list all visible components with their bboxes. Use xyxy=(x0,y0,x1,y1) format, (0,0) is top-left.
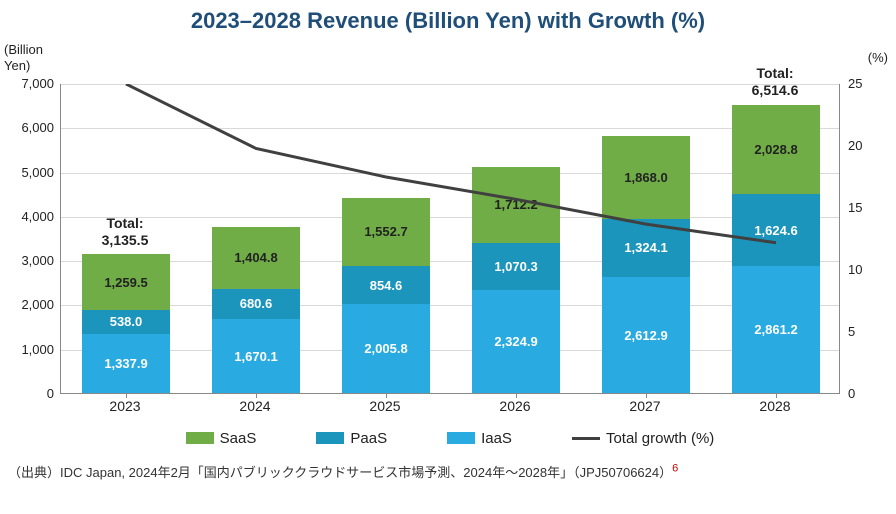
paas-swatch xyxy=(316,432,344,444)
bar-seg-saas: 1,259.5 xyxy=(82,254,170,310)
bar-seg-iaas: 1,337.9 xyxy=(82,334,170,393)
bar-seg-paas: 854.6 xyxy=(342,266,430,304)
legend-item-iaas: IaaS xyxy=(447,430,512,447)
bar-seg-label: 1,552.7 xyxy=(364,224,407,239)
bar-seg-label: 1,259.5 xyxy=(104,275,147,290)
legend: SaaS PaaS IaaS Total growth (%) xyxy=(60,424,840,452)
legend-label-paas: PaaS xyxy=(350,430,387,447)
bar-seg-paas: 1,624.6 xyxy=(732,194,820,266)
bar-seg-saas: 2,028.8 xyxy=(732,105,820,195)
gridline xyxy=(61,217,839,218)
y-right-axis-label: (%) xyxy=(868,50,888,65)
gridline xyxy=(61,128,839,129)
gridline xyxy=(61,261,839,262)
legend-item-saas: SaaS xyxy=(186,430,257,447)
y-right-tick: 20 xyxy=(848,138,882,153)
gridline xyxy=(61,305,839,306)
y-left-tick: 5,000 xyxy=(10,165,54,180)
bar-seg-saas: 1,712.2 xyxy=(472,167,560,243)
bar-seg-paas: 1,324.1 xyxy=(602,219,690,278)
legend-label-line: Total growth (%) xyxy=(606,430,714,447)
bar-seg-label: 2,324.9 xyxy=(494,334,537,349)
x-tick: 2028 xyxy=(731,398,819,414)
legend-item-growth-line: Total growth (%) xyxy=(572,430,714,447)
bar-seg-label: 1,670.1 xyxy=(234,349,277,364)
bar-seg-label: 2,861.2 xyxy=(754,322,797,337)
y-left-tick: 7,000 xyxy=(10,76,54,91)
y-left-axis-label: (Billion Yen) xyxy=(4,42,43,73)
y-left-tick: 1,000 xyxy=(10,342,54,357)
line-swatch xyxy=(572,437,600,440)
bar-seg-paas: 538.0 xyxy=(82,310,170,334)
bar-seg-label: 1,624.6 xyxy=(754,223,797,238)
bar-seg-iaas: 2,861.2 xyxy=(732,266,820,393)
gridline xyxy=(61,84,839,85)
bar-seg-saas: 1,552.7 xyxy=(342,198,430,267)
bar-seg-iaas: 2,005.8 xyxy=(342,304,430,393)
bar-seg-label: 1,868.0 xyxy=(624,170,667,185)
x-tick: 2024 xyxy=(211,398,299,414)
legend-item-paas: PaaS xyxy=(316,430,387,447)
bar-seg-label: 680.6 xyxy=(240,296,273,311)
saas-swatch xyxy=(186,432,214,444)
gridline xyxy=(61,350,839,351)
y-left-tick: 0 xyxy=(10,386,54,401)
source-citation: （出典）IDC Japan, 2024年2月「国内パブリッククラウドサービス市場… xyxy=(8,462,678,481)
y-right-tick: 15 xyxy=(848,200,882,215)
growth-line-layer xyxy=(61,84,841,394)
y-right-tick: 10 xyxy=(848,262,882,277)
x-tick: 2023 xyxy=(81,398,169,414)
x-tick: 2025 xyxy=(341,398,429,414)
bar-seg-saas: 1,404.8 xyxy=(212,227,300,289)
x-tick: 2026 xyxy=(471,398,559,414)
chart-title: 2023–2028 Revenue (Billion Yen) with Gro… xyxy=(0,0,896,34)
y-right-tick: 0 xyxy=(848,386,882,401)
gridline xyxy=(61,173,839,174)
y-right-tick: 25 xyxy=(848,76,882,91)
footnote-marker: 6 xyxy=(672,463,678,475)
legend-label-iaas: IaaS xyxy=(481,430,512,447)
bar-seg-label: 2,028.8 xyxy=(754,142,797,157)
y-left-tick: 6,000 xyxy=(10,120,54,135)
bar-seg-label: 1,712.2 xyxy=(494,197,537,212)
bar-seg-label: 2,005.8 xyxy=(364,341,407,356)
bar-seg-paas: 1,070.3 xyxy=(472,243,560,290)
bar-seg-label: 1,337.9 xyxy=(104,356,147,371)
total-label: Total: 6,514.6 xyxy=(725,65,825,99)
bar-seg-label: 1,324.1 xyxy=(624,240,667,255)
y-left-tick: 4,000 xyxy=(10,209,54,224)
y-right-tick: 5 xyxy=(848,324,882,339)
bar-seg-iaas: 2,324.9 xyxy=(472,290,560,393)
bar-seg-label: 1,404.8 xyxy=(234,250,277,265)
bar-seg-saas: 1,868.0 xyxy=(602,136,690,219)
y-left-tick: 2,000 xyxy=(10,297,54,312)
legend-label-saas: SaaS xyxy=(220,430,257,447)
total-label: Total: 3,135.5 xyxy=(75,215,175,249)
bar-seg-label: 1,070.3 xyxy=(494,259,537,274)
x-tick: 2027 xyxy=(601,398,689,414)
plot-area: 1,337.9 538.0 1,259.5 1,670.1 680.6 1,404.8 2,… xyxy=(60,84,840,394)
bar-seg-iaas: 2,612.9 xyxy=(602,277,690,393)
bar-seg-paas: 680.6 xyxy=(212,289,300,319)
bar-seg-label: 2,612.9 xyxy=(624,328,667,343)
iaas-swatch xyxy=(447,432,475,444)
bar-seg-iaas: 1,670.1 xyxy=(212,319,300,393)
source-text: （出典）IDC Japan, 2024年2月「国内パブリッククラウドサービス市場… xyxy=(8,465,672,480)
bar-seg-label: 854.6 xyxy=(370,278,403,293)
y-left-tick: 3,000 xyxy=(10,253,54,268)
bar-seg-label: 538.0 xyxy=(110,314,143,329)
